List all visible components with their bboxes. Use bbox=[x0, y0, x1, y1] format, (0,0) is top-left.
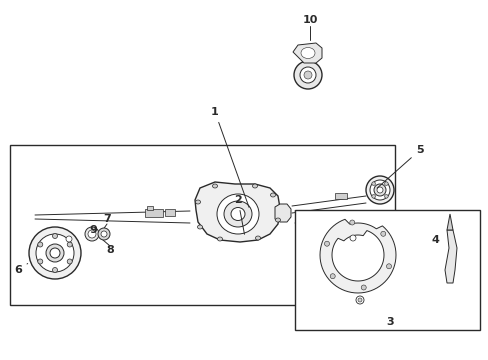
Text: 9: 9 bbox=[89, 225, 97, 235]
Ellipse shape bbox=[255, 236, 260, 240]
Polygon shape bbox=[319, 219, 395, 293]
Circle shape bbox=[384, 194, 387, 198]
Circle shape bbox=[67, 242, 72, 247]
Ellipse shape bbox=[29, 227, 81, 279]
Circle shape bbox=[304, 71, 311, 79]
Ellipse shape bbox=[212, 184, 217, 188]
Polygon shape bbox=[195, 182, 280, 242]
Circle shape bbox=[371, 194, 375, 198]
Ellipse shape bbox=[217, 194, 259, 234]
Polygon shape bbox=[331, 230, 383, 281]
Text: 5: 5 bbox=[376, 145, 423, 188]
Text: 7: 7 bbox=[103, 214, 111, 224]
Circle shape bbox=[52, 267, 58, 273]
Text: 6: 6 bbox=[14, 264, 28, 275]
Circle shape bbox=[52, 234, 58, 239]
Ellipse shape bbox=[270, 193, 275, 197]
Ellipse shape bbox=[376, 187, 382, 193]
Circle shape bbox=[357, 298, 361, 302]
Ellipse shape bbox=[88, 230, 96, 238]
Polygon shape bbox=[446, 214, 452, 230]
Ellipse shape bbox=[101, 231, 107, 237]
Polygon shape bbox=[292, 43, 321, 63]
Text: 3: 3 bbox=[386, 317, 393, 327]
Circle shape bbox=[380, 231, 385, 236]
Ellipse shape bbox=[98, 228, 110, 240]
Ellipse shape bbox=[373, 184, 385, 196]
Polygon shape bbox=[10, 145, 394, 305]
Ellipse shape bbox=[252, 184, 257, 188]
Text: 1: 1 bbox=[211, 107, 248, 207]
Bar bbox=[164, 209, 175, 216]
Circle shape bbox=[299, 67, 315, 83]
Ellipse shape bbox=[369, 180, 389, 200]
Bar bbox=[334, 193, 346, 199]
Ellipse shape bbox=[36, 234, 74, 272]
Polygon shape bbox=[444, 230, 456, 283]
Circle shape bbox=[329, 274, 335, 279]
Ellipse shape bbox=[275, 218, 280, 222]
Ellipse shape bbox=[50, 248, 60, 258]
Bar bbox=[294, 210, 479, 330]
Circle shape bbox=[386, 264, 391, 269]
Ellipse shape bbox=[301, 48, 314, 59]
Text: 10: 10 bbox=[302, 15, 317, 25]
Ellipse shape bbox=[85, 227, 99, 241]
Circle shape bbox=[384, 182, 387, 185]
Circle shape bbox=[361, 285, 366, 290]
Text: 8: 8 bbox=[106, 245, 114, 255]
Circle shape bbox=[355, 296, 363, 304]
Ellipse shape bbox=[230, 207, 244, 220]
Ellipse shape bbox=[195, 200, 200, 204]
Ellipse shape bbox=[217, 237, 222, 241]
Circle shape bbox=[66, 236, 72, 242]
Text: 2: 2 bbox=[234, 195, 244, 234]
Polygon shape bbox=[274, 204, 290, 222]
Text: 4: 4 bbox=[430, 235, 438, 245]
Ellipse shape bbox=[224, 201, 251, 227]
Circle shape bbox=[67, 259, 72, 264]
Ellipse shape bbox=[197, 225, 202, 229]
Ellipse shape bbox=[365, 176, 393, 204]
Circle shape bbox=[38, 242, 42, 247]
Circle shape bbox=[349, 235, 355, 241]
Circle shape bbox=[324, 241, 329, 246]
Circle shape bbox=[293, 61, 321, 89]
Bar bbox=[147, 206, 153, 210]
Circle shape bbox=[349, 220, 354, 225]
Ellipse shape bbox=[46, 244, 64, 262]
Circle shape bbox=[38, 259, 42, 264]
Circle shape bbox=[371, 182, 375, 185]
Bar bbox=[145, 209, 163, 217]
